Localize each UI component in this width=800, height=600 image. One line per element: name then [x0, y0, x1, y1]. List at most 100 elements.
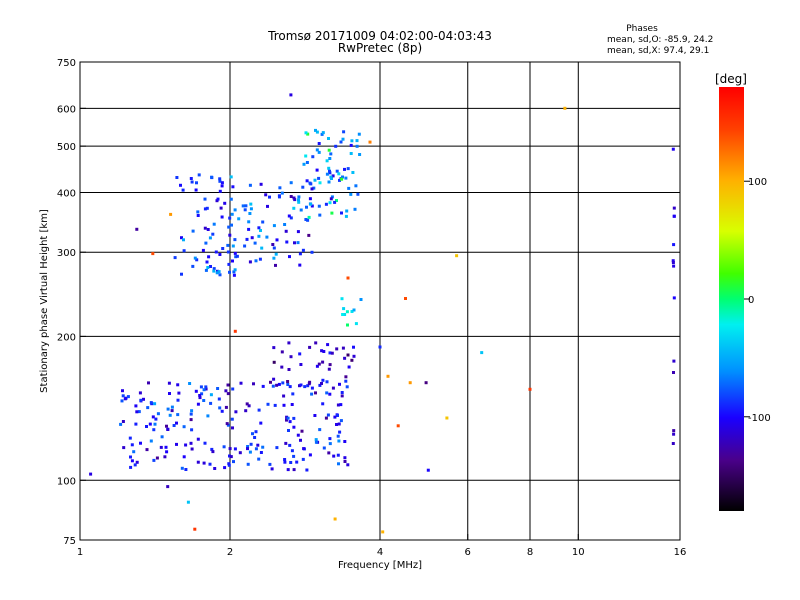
- data-point: [324, 416, 328, 420]
- data-point: [201, 248, 205, 252]
- data-point: [134, 404, 138, 408]
- data-point: [230, 417, 234, 421]
- data-point: [163, 455, 167, 459]
- data-point: [325, 159, 329, 163]
- data-point: [359, 298, 363, 301]
- data-point: [268, 195, 271, 199]
- data-point: [455, 254, 459, 258]
- data-point: [305, 179, 309, 183]
- data-point: [301, 457, 305, 461]
- data-point: [304, 154, 308, 158]
- colorbar-tick-label: -100: [748, 413, 771, 424]
- data-point: [329, 175, 333, 179]
- data-point: [335, 347, 339, 351]
- data-point: [354, 184, 358, 188]
- data-point: [151, 415, 155, 419]
- data-point: [227, 262, 231, 266]
- data-point: [350, 139, 354, 143]
- data-point: [309, 202, 313, 206]
- data-point: [338, 430, 342, 434]
- data-point: [232, 270, 236, 274]
- data-point: [289, 195, 293, 198]
- data-point: [310, 392, 314, 396]
- data-point: [226, 383, 230, 387]
- data-point: [309, 182, 313, 186]
- data-point: [327, 137, 330, 140]
- data-point: [168, 392, 171, 395]
- data-point: [239, 381, 243, 385]
- data-point: [261, 220, 265, 224]
- data-point: [138, 391, 142, 395]
- data-point: [285, 418, 288, 422]
- phases-o-stats: mean, sd,O: -85.9, 24.2: [607, 35, 713, 45]
- data-point: [145, 448, 149, 452]
- data-point: [130, 459, 134, 463]
- data-point: [353, 207, 357, 211]
- data-point: [203, 197, 207, 201]
- colorbar-label: [deg]: [715, 72, 747, 86]
- data-point: [248, 183, 252, 187]
- data-point: [149, 401, 153, 405]
- data-point: [306, 132, 310, 136]
- data-point: [233, 238, 237, 242]
- data-point: [153, 422, 157, 426]
- data-point: [249, 207, 253, 211]
- data-point: [209, 265, 212, 268]
- data-point: [339, 403, 343, 407]
- data-point: [155, 456, 159, 460]
- data-point: [204, 241, 208, 245]
- data-point: [189, 441, 193, 445]
- data-point: [275, 238, 279, 242]
- data-point: [284, 229, 288, 233]
- data-point: [260, 246, 264, 250]
- data-point: [248, 212, 252, 215]
- data-point: [190, 180, 194, 184]
- data-point: [672, 359, 676, 363]
- data-point: [358, 153, 362, 156]
- data-point: [172, 424, 176, 427]
- data-point: [190, 409, 194, 413]
- data-point: [257, 226, 261, 230]
- data-point: [121, 420, 125, 423]
- data-point: [321, 360, 325, 364]
- data-point: [233, 329, 237, 333]
- data-point: [307, 215, 311, 219]
- data-point: [280, 350, 284, 354]
- data-point: [195, 181, 198, 185]
- data-point: [229, 175, 233, 179]
- data-point: [271, 243, 275, 246]
- data-point: [349, 152, 353, 155]
- data-point: [149, 439, 153, 443]
- data-point: [243, 208, 247, 212]
- data-point: [244, 204, 248, 208]
- data-point: [179, 183, 182, 187]
- data-point: [356, 192, 360, 196]
- data-point: [168, 413, 172, 417]
- data-point: [343, 456, 347, 460]
- data-point: [235, 254, 239, 258]
- data-point: [234, 410, 238, 414]
- data-point: [352, 308, 356, 312]
- data-point: [165, 424, 168, 428]
- data-point: [186, 500, 190, 504]
- data-point: [333, 415, 337, 419]
- data-point: [180, 236, 183, 240]
- data-point: [181, 188, 185, 192]
- y-axis-label: Stationary phase Virtual Height [km]: [39, 209, 50, 393]
- data-point: [293, 241, 296, 245]
- data-point: [223, 466, 227, 470]
- data-point: [302, 162, 306, 166]
- data-point: [424, 381, 428, 385]
- data-point: [252, 382, 255, 386]
- data-point: [671, 261, 675, 264]
- data-point: [378, 345, 382, 349]
- data-point: [206, 414, 210, 418]
- data-point: [193, 527, 197, 531]
- data-point: [119, 422, 123, 426]
- data-point: [292, 425, 296, 429]
- data-point: [296, 241, 300, 245]
- data-point: [238, 451, 242, 455]
- data-point: [245, 237, 249, 241]
- data-point: [257, 234, 261, 238]
- data-point: [310, 386, 314, 390]
